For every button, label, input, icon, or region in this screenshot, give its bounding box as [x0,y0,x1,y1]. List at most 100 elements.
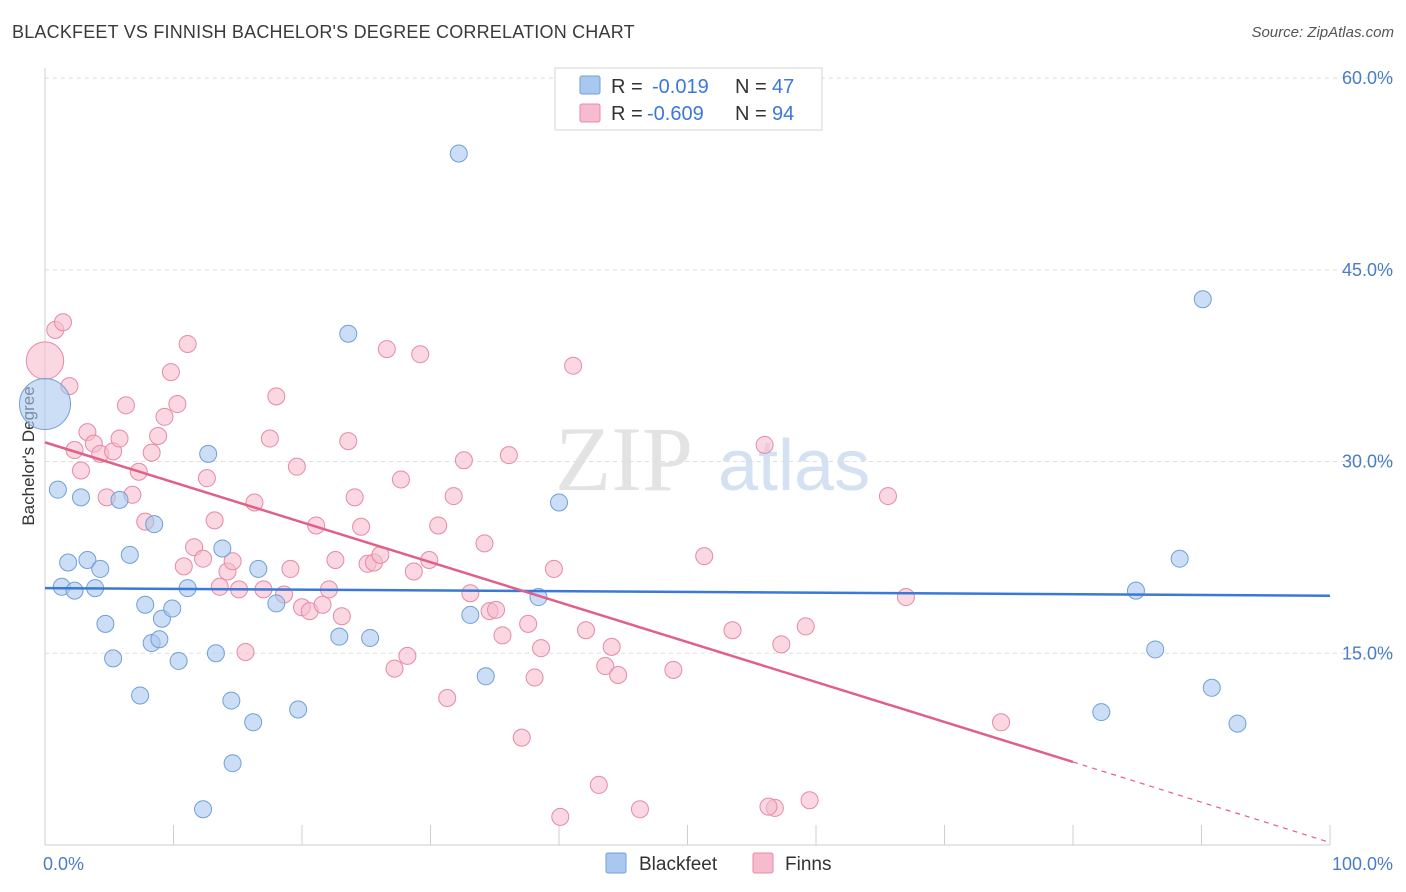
stats-legend-n-value: 47 [772,76,794,98]
finns-trend-line [44,441,1074,764]
finns-point [178,334,197,353]
finns-point [25,341,65,380]
finns-point [544,559,563,578]
chart-title: BLACKFEET VS FINNISH BACHELOR'S DEGREE C… [12,22,635,42]
finns-point [532,639,551,658]
finns-point [695,547,714,566]
gridlines [45,77,1393,654]
finns-point [210,577,229,596]
finns-point [723,621,742,640]
finns-point [878,487,897,506]
finns-point [796,617,815,636]
blackfeet-point [19,378,71,431]
blackfeet-point [1092,703,1111,722]
finns-point [142,443,161,462]
blackfeet-trend-line [44,586,1331,598]
watermark-zip: ZIP [555,408,693,510]
blackfeet-point [145,515,164,534]
finns-point [332,607,351,626]
finns-point [205,511,224,530]
finns-point [487,600,506,619]
finns-point [404,562,423,581]
stats-legend-r-value: -0.609 [647,103,704,125]
blackfeet-point [1228,714,1247,733]
finns-point [499,446,518,465]
finns-point [398,646,417,665]
finns-point [326,550,345,569]
blackfeet-point [65,581,84,600]
finns-point [454,451,473,470]
finns-point [576,621,595,640]
finns-point [755,435,774,454]
blackfeet-point [48,480,67,499]
finns-point [759,797,778,816]
legend-swatch-finns [752,852,774,874]
finns-point [800,791,819,810]
y-tick-labels: 15.0% 30.0% 45.0% 60.0% [1342,68,1393,663]
blackfeet-point [136,595,155,614]
finns-point [525,668,544,687]
finns-point [53,313,72,332]
blackfeet-point [96,614,115,633]
trend-lines [44,441,1331,844]
stats-legend-r-label: R = [611,103,643,125]
blackfeet-point [1202,678,1221,697]
blackfeet-point [110,490,129,509]
stats-legend-swatch-finns [579,103,601,123]
finns-point [267,387,286,406]
finns-point [281,559,300,578]
blackfeet-point [169,651,188,670]
finns-point [287,457,306,476]
blackfeet-point [222,691,241,710]
finns-point [444,487,463,506]
finns-point [564,356,583,375]
finns-point [609,666,628,685]
finns-point [992,713,1011,732]
stats-legend-n-label: N = [735,76,767,98]
y-tick-label: 45.0% [1342,260,1393,280]
blackfeet-point [1193,290,1212,309]
stats-legend: R = -0.019 N = 47 R = -0.609 N = 94 [554,67,823,131]
finns-point [429,516,448,535]
finns-point [391,470,410,489]
finns-point [313,595,332,614]
blackfeet-point [361,628,380,647]
finns-point [493,626,512,645]
stats-legend-r-value: -0.019 [652,76,709,98]
stats-legend-r-label: R = [611,76,643,98]
blackfeet-point [150,630,169,649]
y-tick-label: 15.0% [1342,643,1393,663]
finns-point [551,807,570,826]
blackfeet-point [199,444,218,463]
finns-point [197,469,216,488]
blackfeet-point [449,144,468,163]
legend-swatch-blackfeet [605,852,627,874]
finns-point [512,728,531,747]
finns-point [345,488,364,507]
finns-point [589,775,608,794]
blackfeet-point [330,627,349,646]
finns-point [385,659,404,678]
finns-point [71,461,90,480]
finns-point [377,340,396,359]
blackfeet-point [461,605,480,624]
finns-point [236,642,255,661]
finns-point [110,429,129,448]
watermark-atlas: atlas [718,426,870,506]
source-label: Source: ZipAtlas.com [1251,24,1394,41]
finns-point [630,800,649,819]
blackfeet-point [194,800,213,819]
stats-legend-n-label: N = [735,103,767,125]
finns-point [596,657,615,676]
blackfeet-point [91,559,110,578]
blackfeet-point [59,553,78,572]
blackfeet-point [1126,581,1145,600]
blackfeet-point [71,488,90,507]
x-ticks [44,825,1331,845]
bottom-legend: Blackfeet Finns [605,852,831,875]
finns-point [411,345,430,364]
blackfeet-point [289,700,308,719]
x-tick-label-max: 100.0% [1332,854,1393,874]
finns-point [116,396,135,415]
